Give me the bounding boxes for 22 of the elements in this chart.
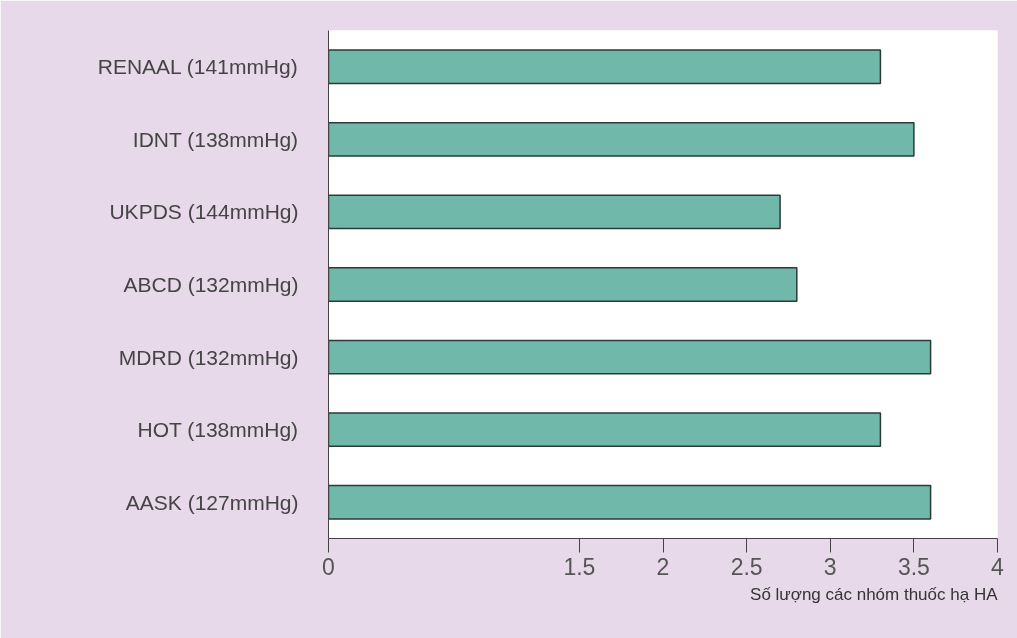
x-tick-label: 4 [991,553,1005,580]
x-tick-label: 2.5 [730,553,763,580]
x-tick-label: 1.5 [563,553,596,580]
bar [328,49,882,85]
y-tick-label: HOT (138mmHg) [137,418,299,442]
y-tick-label: AASK (127mmHg) [125,490,299,514]
bar [328,267,798,302]
x-tick-label: 3 [823,553,837,580]
y-tick-label: UKPDS (144mmHg) [109,200,299,224]
bar [328,484,932,520]
y-tick-label: MDRD (132mmHg) [118,345,299,369]
bar [328,412,882,448]
x-tick-label: 0 [322,553,335,580]
bar [328,121,915,157]
x-tick-label: 2 [656,553,670,580]
bar [328,339,932,375]
y-tick-label: IDNT (138mmHg) [132,127,299,151]
y-tick-label: RENAAL (141mmHg) [97,55,298,79]
x-tick-label: 3.5 [897,553,930,580]
y-tick-label: ABCD (132mmHg) [123,273,299,296]
bar [328,194,781,230]
x-axis-title: Số lượng các nhóm thuốc hạ HA [750,584,999,604]
